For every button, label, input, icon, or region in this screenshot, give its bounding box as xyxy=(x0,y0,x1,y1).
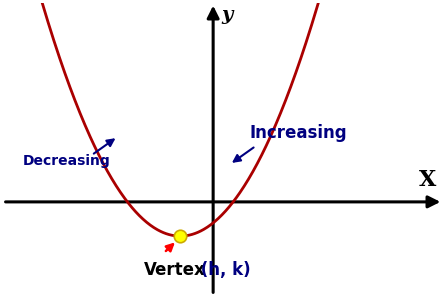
Text: Vertex: Vertex xyxy=(144,261,206,279)
Text: y: y xyxy=(221,6,232,24)
Text: X: X xyxy=(419,169,437,191)
Text: Increasing: Increasing xyxy=(249,125,347,142)
Text: Decreasing: Decreasing xyxy=(22,154,110,168)
Text: (h, k): (h, k) xyxy=(195,261,251,279)
